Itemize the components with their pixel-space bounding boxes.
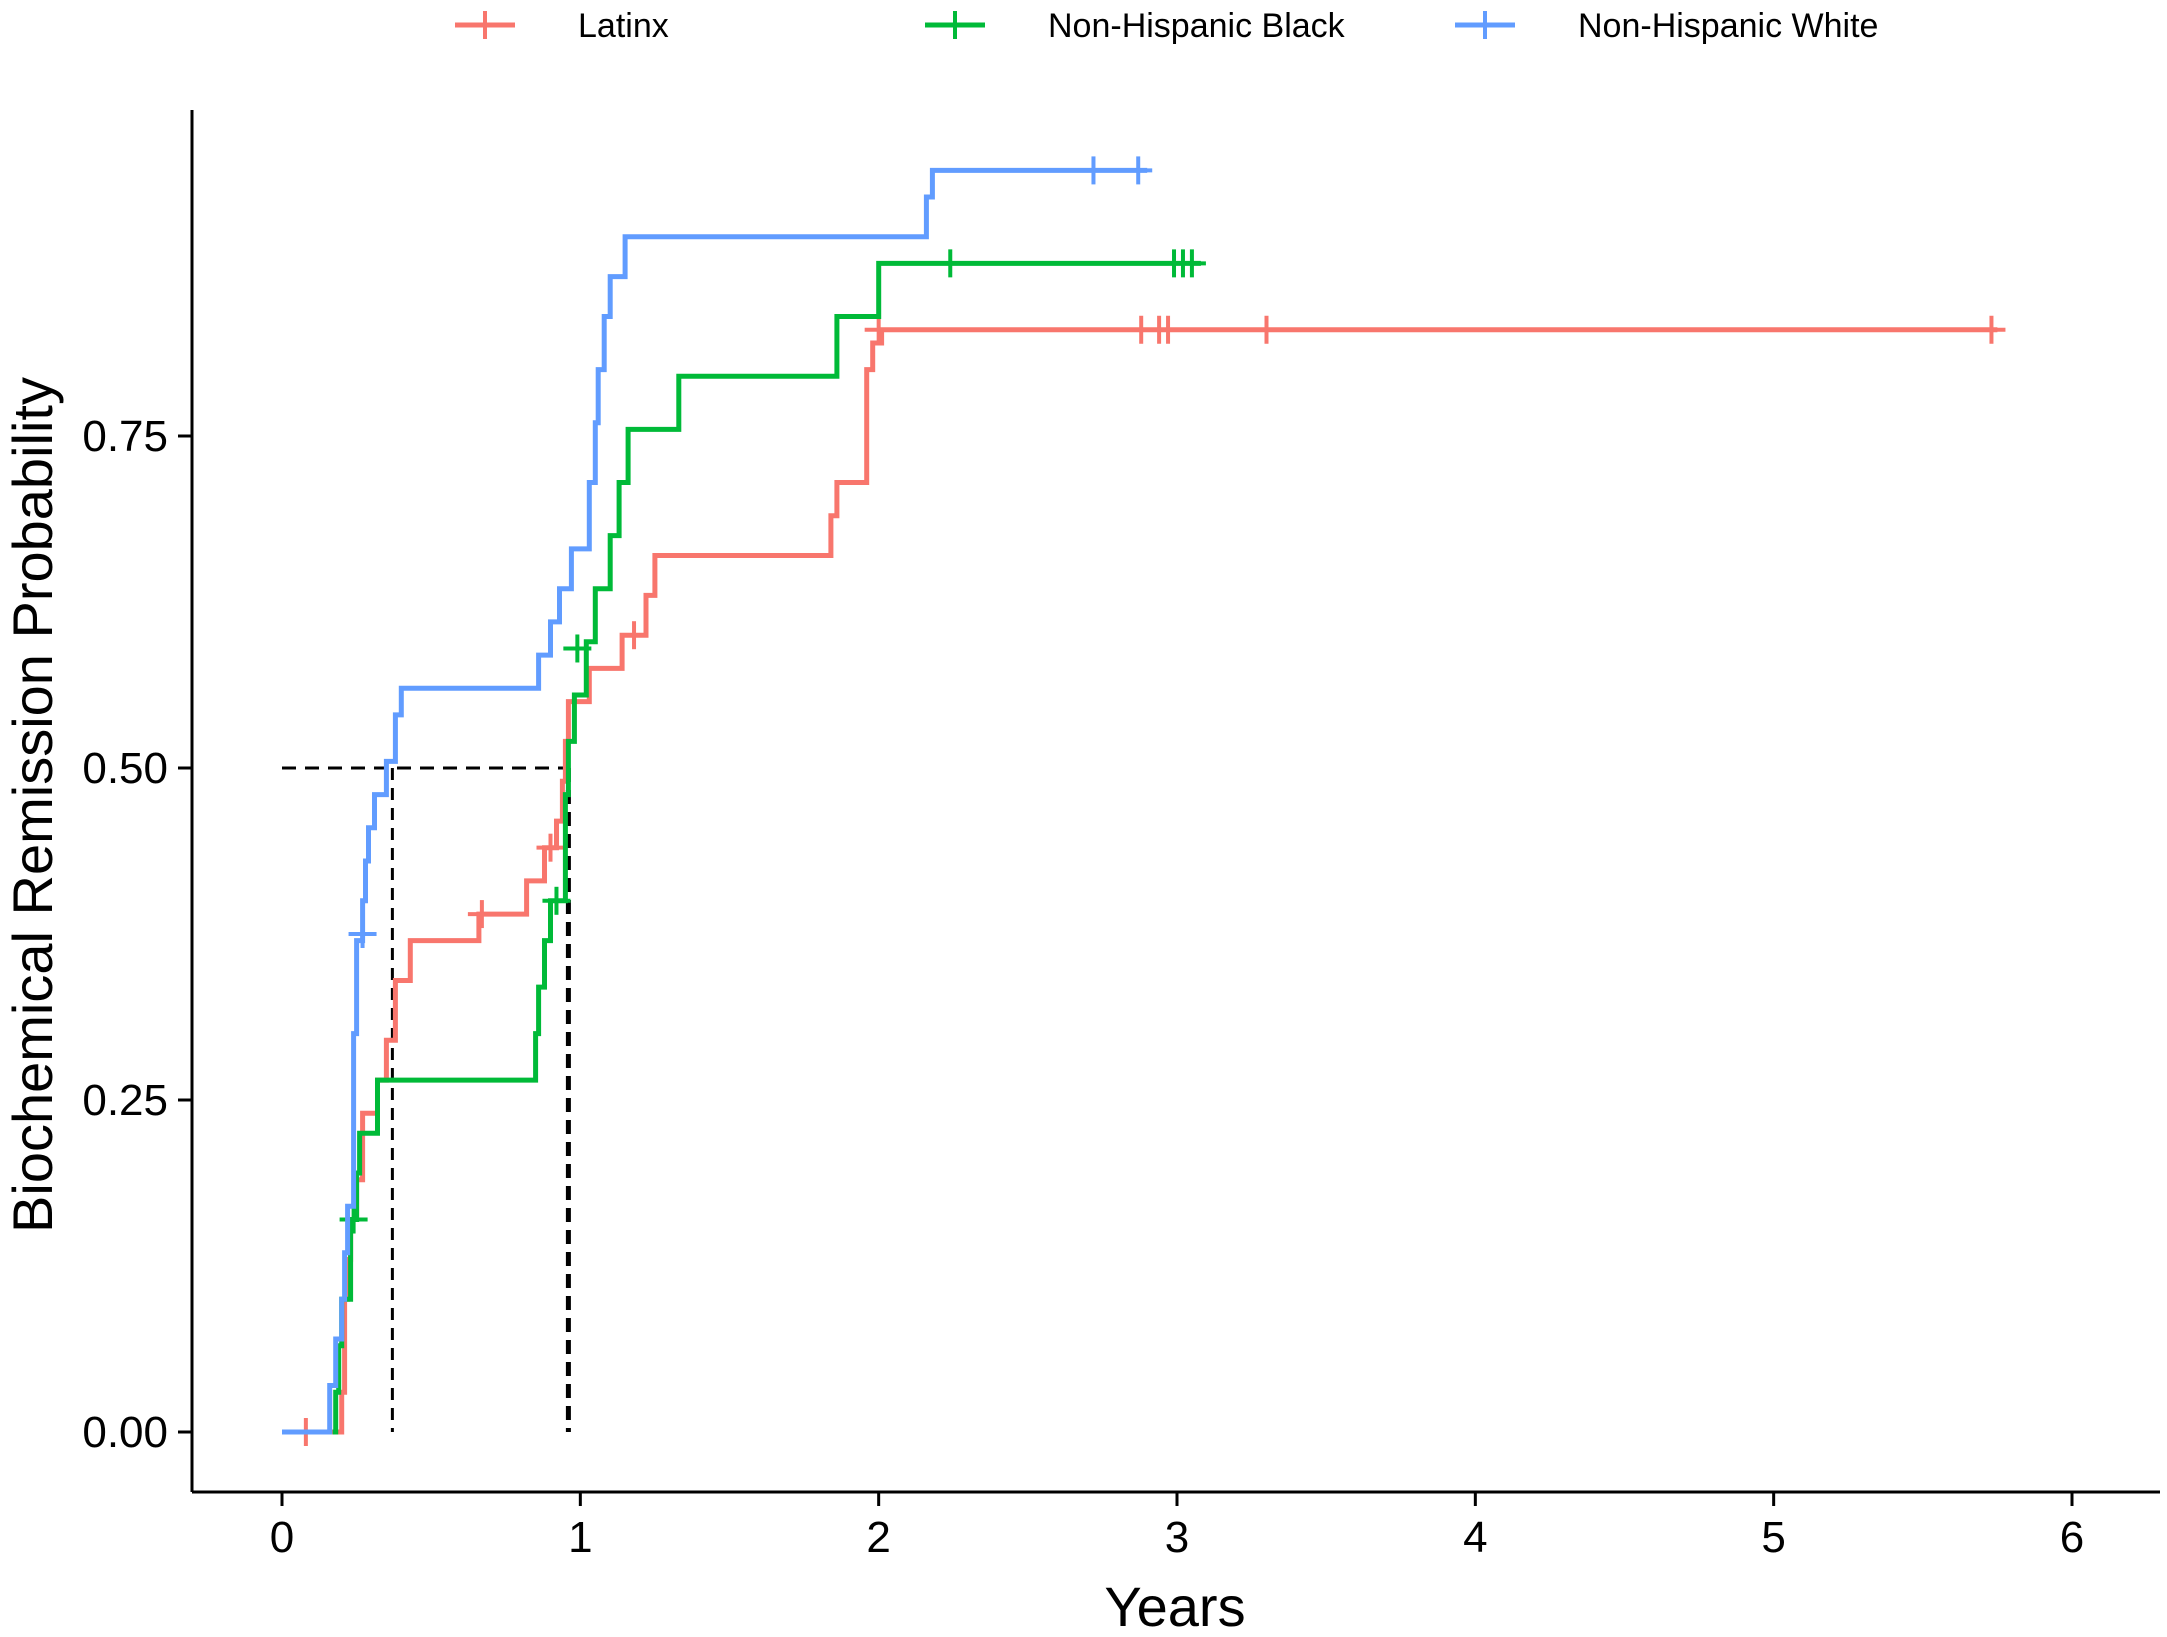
legend-label: Non-Hispanic White xyxy=(1578,7,1878,45)
y-tick-label: 0.75 xyxy=(82,412,168,461)
legend-item: Non-Hispanic Black xyxy=(925,7,1346,45)
series-line xyxy=(282,327,1998,1435)
legend-item: Non-Hispanic White xyxy=(1455,7,1878,45)
censor-mark xyxy=(536,833,565,862)
legend-item: Latinx xyxy=(455,7,669,45)
censor-mark xyxy=(542,886,571,915)
legend: Latinx Non-Hispanic Black Non-Hispanic Whi… xyxy=(455,7,1878,45)
series-line xyxy=(332,260,1201,1435)
x-tick-label: 3 xyxy=(1165,1513,1189,1562)
x-tick-label: 0 xyxy=(270,1513,294,1562)
censor-mark xyxy=(1124,156,1153,185)
censor-mark xyxy=(1977,315,2006,344)
y-tick-label: 0.00 xyxy=(82,1408,168,1457)
x-tick-label: 4 xyxy=(1463,1513,1487,1562)
censor-mark xyxy=(936,249,965,278)
censor-mark xyxy=(620,621,649,650)
censor-mark xyxy=(864,315,893,344)
series-non-hispanic-black xyxy=(332,249,1206,1435)
series-group xyxy=(282,156,2006,1446)
censor-mark xyxy=(339,1205,368,1234)
axes: 0 1 2 3 4 5 6 0.00 0.25 0.50 0.75 xyxy=(82,110,2160,1562)
censor-mark xyxy=(467,900,496,929)
x-tick-label: 5 xyxy=(1761,1513,1785,1562)
censor-mark xyxy=(1177,249,1206,278)
x-axis-title: Years xyxy=(1104,1575,1245,1632)
series-latinx xyxy=(282,315,2006,1446)
legend-label: Non-Hispanic Black xyxy=(1048,7,1346,45)
series-non-hispanic-white xyxy=(282,156,1153,1435)
median-reference-lines xyxy=(282,766,571,1432)
series-line xyxy=(282,167,1148,1435)
x-tick-label: 6 xyxy=(2060,1513,2084,1562)
x-tick-label: 2 xyxy=(866,1513,890,1562)
censor-mark xyxy=(348,920,377,948)
legend-label: Latinx xyxy=(578,7,669,45)
x-tick-label: 1 xyxy=(568,1513,592,1562)
y-tick-label: 0.50 xyxy=(82,744,168,793)
censor-mark xyxy=(1252,315,1281,344)
y-tick-label: 0.25 xyxy=(82,1076,168,1125)
y-axis-title: Biochemical Remission Probability xyxy=(1,377,64,1233)
censor-mark xyxy=(563,634,592,663)
censor-mark xyxy=(1154,315,1183,344)
censor-mark xyxy=(1079,156,1108,185)
